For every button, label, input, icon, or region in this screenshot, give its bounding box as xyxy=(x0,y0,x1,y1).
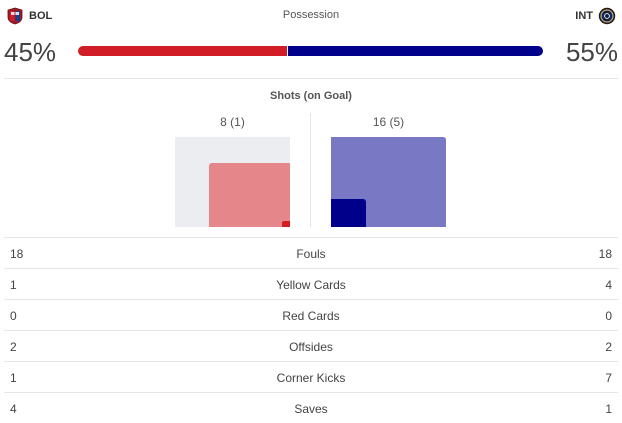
stat-label: Offsides xyxy=(289,340,333,354)
bologna-crest-icon xyxy=(7,7,23,25)
away-stat-value: 0 xyxy=(605,309,612,323)
away-shots-label: 16 (5) xyxy=(372,115,405,129)
away-stat-value: 7 xyxy=(605,371,612,385)
possession-title: Possession xyxy=(282,9,340,21)
home-total-shots-block xyxy=(208,163,290,227)
away-stat-value: 4 xyxy=(605,278,612,292)
stat-label: Corner Kicks xyxy=(276,371,346,385)
home-stat-value: 4 xyxy=(10,402,17,416)
away-stat-value: 1 xyxy=(605,402,612,416)
away-shots-graphic xyxy=(331,137,446,227)
away-team-abbr: INT xyxy=(575,10,593,22)
stat-row-red-cards: 0 Red Cards 0 xyxy=(4,299,618,330)
stats-table: 18 Fouls 18 1 Yellow Cards 4 0 Red Cards… xyxy=(4,237,618,423)
home-stat-value: 2 xyxy=(10,340,17,354)
away-team[interactable]: INT xyxy=(575,7,616,25)
inter-crest-icon xyxy=(598,7,616,25)
stat-label: Red Cards xyxy=(282,309,340,323)
stat-row-fouls: 18 Fouls 18 xyxy=(4,237,618,268)
away-possession-pct: 55% xyxy=(565,37,618,67)
stat-label: Yellow Cards xyxy=(276,278,346,292)
stat-row-saves: 4 Saves 1 xyxy=(4,392,618,423)
stat-label: Fouls xyxy=(296,247,326,261)
home-team[interactable]: BOL xyxy=(6,7,52,25)
home-possession-pct: 45% xyxy=(4,37,57,67)
stat-row-corner-kicks: 1 Corner Kicks 7 xyxy=(4,361,618,392)
stat-label: Saves xyxy=(294,402,328,416)
home-shots-label: 8 (1) xyxy=(220,115,245,129)
away-stat-value: 18 xyxy=(598,247,612,261)
home-stat-value: 0 xyxy=(10,309,17,323)
stat-row-yellow-cards: 1 Yellow Cards 4 xyxy=(4,268,618,299)
section-divider xyxy=(4,78,618,79)
away-stat-value: 2 xyxy=(605,340,612,354)
possession-bar xyxy=(78,46,543,56)
shots-title: Shots (on Goal) xyxy=(270,90,352,102)
away-possession-bar xyxy=(287,46,543,56)
home-shots-graphic xyxy=(175,137,290,227)
home-stat-value: 18 xyxy=(10,247,24,261)
home-on-goal-block xyxy=(281,220,290,227)
shots-divider xyxy=(310,113,311,227)
stat-row-offsides: 2 Offsides 2 xyxy=(4,330,618,361)
home-stat-value: 1 xyxy=(10,371,17,385)
home-stat-value: 1 xyxy=(10,278,17,292)
home-team-abbr: BOL xyxy=(29,10,53,22)
home-possession-bar xyxy=(78,46,288,56)
away-on-goal-block xyxy=(331,199,367,227)
